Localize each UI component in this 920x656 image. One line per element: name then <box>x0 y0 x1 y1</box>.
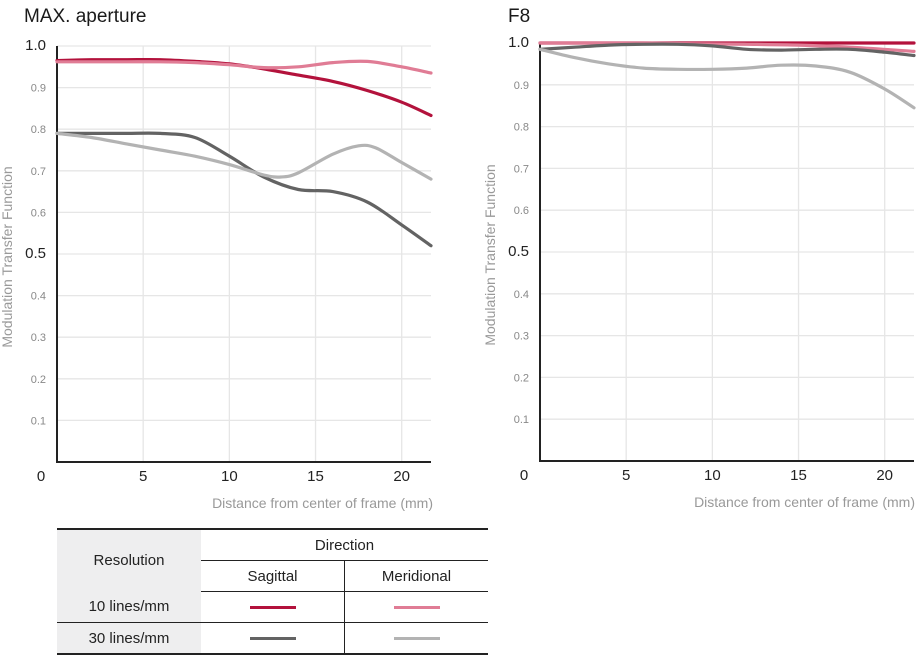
x-tick-label: 10 <box>221 468 238 485</box>
x-origin-label: 0 <box>37 468 45 485</box>
legend-swatch-sagittal-10 <box>249 606 296 610</box>
legend-row-label-30: 30 lines/mm <box>57 622 201 655</box>
x-tick-label: 20 <box>393 468 410 485</box>
legend-swatch-meridional-10 <box>393 606 440 610</box>
x-tick-label: 15 <box>307 468 324 485</box>
y-tick-label: 0.9 <box>514 80 529 92</box>
chart-title: F8 <box>508 6 530 27</box>
y-axis-label: Modulation Transfer Function <box>0 166 15 347</box>
y-tick-label: 0.1 <box>31 415 46 427</box>
y-tick-label: 0.4 <box>514 289 529 301</box>
y-tick-label: 0.7 <box>514 163 529 175</box>
chart-title: MAX. aperture <box>24 6 147 27</box>
legend-resolution-header: Resolution <box>57 528 201 592</box>
x-origin-label: 0 <box>520 467 528 484</box>
mtf-chart-f8: 5 10 15 20 1.0 0.9 0.8 0.7 0.6 0.5 0.4 0.3 0.2 0.1 0 F8… <box>482 6 916 510</box>
y-tick-label: 0.7 <box>31 166 46 178</box>
y-tick-label: 0.8 <box>31 124 46 136</box>
y-tick-label: 1.0 <box>25 37 46 54</box>
x-axis-label: Distance from center of frame (mm) <box>694 494 915 510</box>
x-tick-label: 5 <box>622 467 630 484</box>
y-tick-label: 0.3 <box>514 331 529 343</box>
y-tick-label: 0.9 <box>31 83 46 95</box>
y-tick-label: 0.3 <box>31 332 46 344</box>
x-tick-label: 5 <box>139 468 147 485</box>
y-axis-label: Modulation Transfer Function <box>482 164 498 345</box>
x-tick-label: 15 <box>790 467 807 484</box>
legend-swatch-meridional-30 <box>393 637 440 641</box>
legend-table: Resolution Direction Sagittal Meridional… <box>57 528 488 655</box>
legend-row-label-10: 10 lines/mm <box>57 591 201 623</box>
y-tick-label: 0.1 <box>514 414 529 426</box>
x-axis-label: Distance from center of frame (mm) <box>212 495 433 511</box>
series-line-m10 <box>55 59 433 75</box>
legend-sagittal-header: Sagittal <box>201 560 345 592</box>
y-tick-label: 0.2 <box>514 372 529 384</box>
y-tick-label: 1.0 <box>508 34 529 51</box>
legend-swatch-sagittal-30 <box>249 637 296 641</box>
x-tick-label: 20 <box>876 467 893 484</box>
series-line-m10 <box>538 41 916 53</box>
legend-meridional-header: Meridional <box>344 560 488 592</box>
y-tick-label: 0.4 <box>31 291 46 303</box>
y-tick-label: 0.5 <box>25 245 46 262</box>
x-tick-label: 10 <box>704 467 721 484</box>
series-line-m30 <box>538 47 916 110</box>
y-tick-label: 0.6 <box>514 205 529 217</box>
y-tick-label: 0.8 <box>514 122 529 134</box>
series-line-s30 <box>55 131 433 248</box>
series-line-s30 <box>538 42 916 58</box>
legend-direction-header: Direction <box>201 528 488 561</box>
series-line-m30 <box>55 131 433 181</box>
y-tick-label: 0.5 <box>508 243 529 260</box>
mtf-chart-max-aperture: 5 10 15 20 1.0 0.9 0.8 0.7 0.6 0.5 0.4 0.3 0.2 0.1 0 MA… <box>0 6 433 511</box>
y-tick-label: 0.2 <box>31 374 46 386</box>
y-tick-label: 0.6 <box>31 207 46 219</box>
